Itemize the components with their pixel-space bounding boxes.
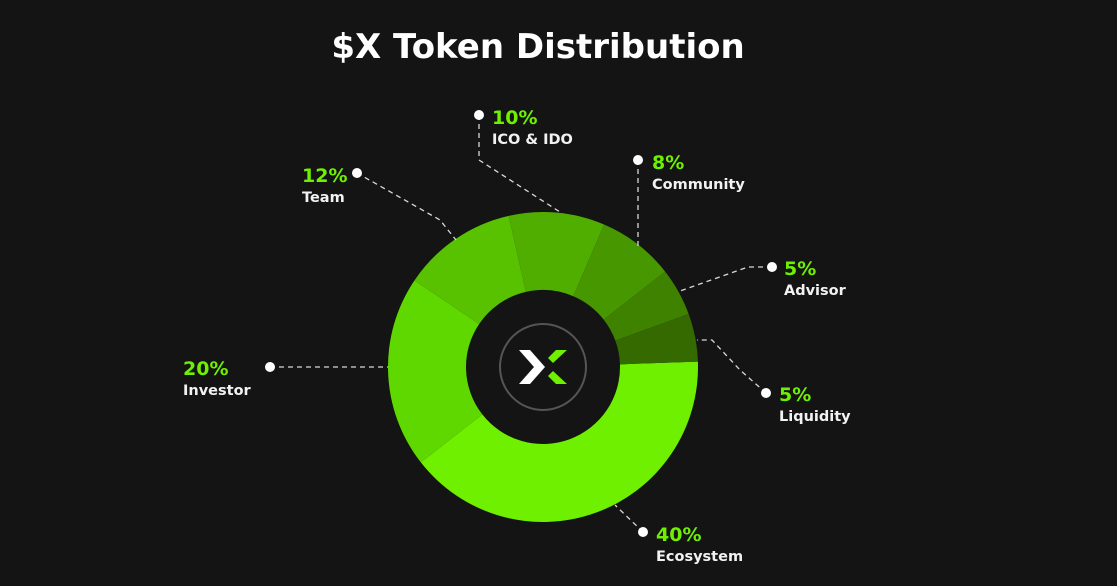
label-dot-team	[352, 168, 362, 178]
data-label-pct-ecosystem: 40%	[656, 524, 701, 546]
slice-liquidity	[615, 313, 698, 365]
data-label-name-team: Team	[302, 190, 345, 206]
slice-ecosystem	[420, 361, 698, 522]
data-label-name-ecosystem: Ecosystem	[656, 549, 743, 565]
data-label-pct-team: 12%	[302, 165, 347, 187]
leader-line-liquidity	[697, 339, 767, 394]
leader-line-team	[356, 172, 457, 241]
label-dot-investor	[265, 362, 275, 372]
slice-team	[414, 215, 526, 324]
slice-ico-ido	[508, 212, 605, 297]
data-label-pct-community: 8%	[652, 152, 684, 174]
data-label-pct-ico-ido: 10%	[492, 107, 537, 129]
data-label-pct-liquidity: 5%	[779, 384, 811, 406]
data-label-name-liquidity: Liquidity	[779, 409, 851, 425]
label-dot-ecosystem	[638, 527, 648, 537]
leader-line-advisor	[679, 266, 772, 292]
leader-line-ecosystem	[614, 504, 644, 533]
data-label-pct-advisor: 5%	[784, 258, 816, 280]
data-label-name-advisor: Advisor	[784, 283, 847, 299]
label-dot-liquidity	[761, 388, 771, 398]
data-label-pct-investor: 20%	[183, 358, 228, 380]
slice-advisor	[603, 271, 689, 341]
data-label-name-ico-ido: ICO & IDO	[492, 132, 573, 148]
chart-title: $X Token Distribution	[331, 27, 744, 67]
label-dot-advisor	[767, 262, 777, 272]
label-dot-ico-ido	[474, 110, 484, 120]
slice-investor	[388, 280, 483, 463]
slice-community	[573, 224, 666, 320]
leader-line-ico-ido	[478, 115, 561, 213]
data-label-name-community: Community	[652, 177, 745, 193]
data-label-name-investor: Investor	[183, 383, 252, 399]
label-dot-community	[633, 155, 643, 165]
x-logo-icon	[499, 323, 587, 411]
